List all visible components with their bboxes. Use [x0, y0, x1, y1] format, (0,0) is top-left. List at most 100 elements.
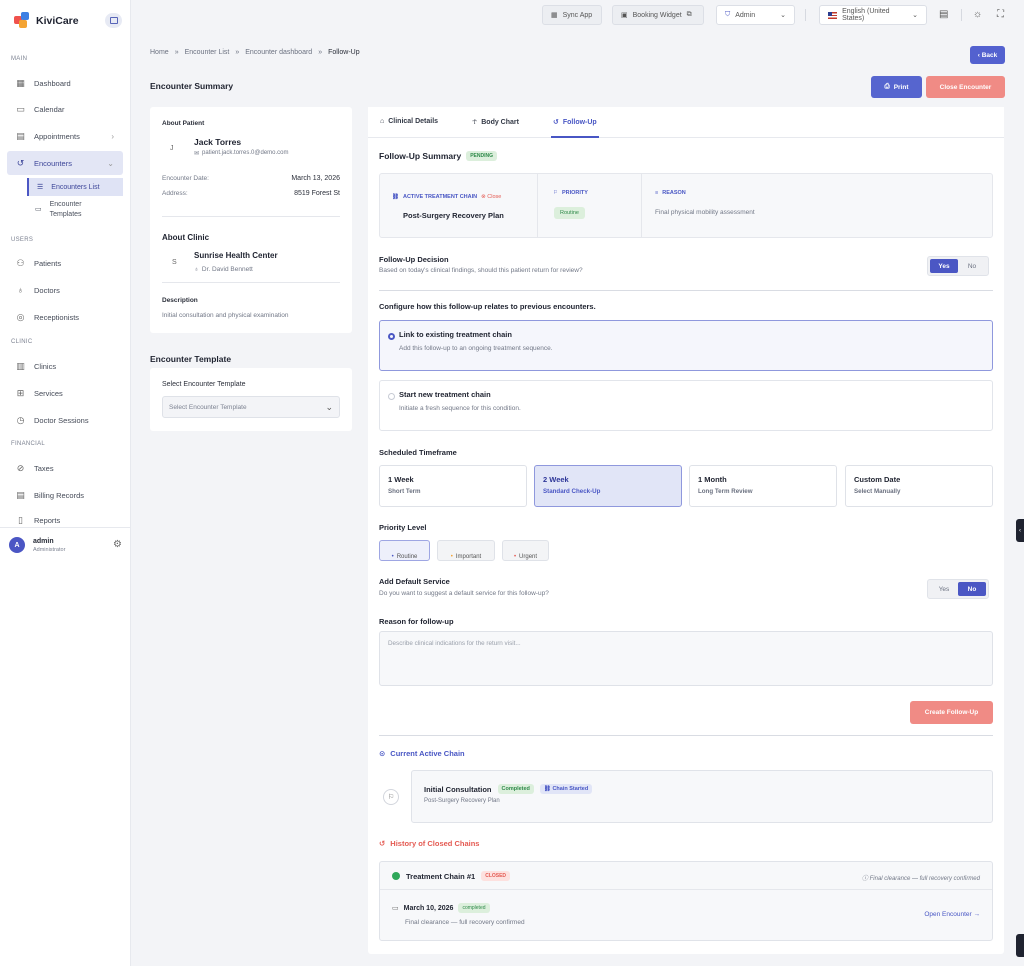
patient-clinic-card: About Patient J Jack Torres ✉ patient.jac…	[150, 107, 352, 333]
panel-icon	[109, 17, 118, 24]
closed-chain-title: Treatment Chain #1	[406, 871, 476, 881]
sync-app-button[interactable]: ▦ Sync App	[542, 5, 602, 25]
option-desc: Initiate a fresh sequence for this condi…	[399, 405, 521, 412]
clinic-doctor-name: Dr. David Bennett	[201, 266, 253, 273]
medical-bag-icon: ⊞	[16, 387, 25, 398]
language-select[interactable]: English (United States) ⌄	[819, 5, 927, 25]
fullscreen-icon[interactable]: ⛶	[997, 9, 1004, 20]
active-chain-item[interactable]: Initial Consultation Completed ⛓ Chain S…	[411, 770, 993, 823]
close-encounter-button[interactable]: Close Encounter	[926, 76, 1005, 98]
gear-icon[interactable]: ⚙	[113, 539, 122, 550]
encounter-template-card: Select Encounter Template Select Encount…	[150, 368, 352, 431]
sidebar-item-billing-records[interactable]: ▤ Billing Records	[7, 483, 123, 507]
clipboard-icon[interactable]: ▤	[939, 9, 949, 20]
option-title: Start new treatment chain	[399, 390, 491, 399]
radio-unselected[interactable]	[388, 393, 395, 400]
clinic-avatar: S	[172, 259, 177, 266]
breadcrumb-separator: »	[174, 49, 179, 56]
encounter-date-value: March 13, 2026	[291, 175, 340, 182]
breadcrumb-separator: »	[318, 49, 323, 56]
radio-selected[interactable]	[388, 333, 395, 340]
section-users: USERS	[11, 237, 34, 243]
start-new-chain-option[interactable]: Start new treatment chain Initiate a fre…	[379, 380, 993, 431]
tab-label: Follow-Up	[562, 118, 597, 126]
address-label: Address:	[162, 190, 188, 197]
sidebar-item-doctor-sessions[interactable]: ◷ Doctor Sessions	[7, 408, 123, 432]
timeframe-title-text: Custom Date	[854, 475, 901, 484]
closed-chain-card: Treatment Chain #1 CLOSED ⓘ Final cleara…	[379, 861, 993, 941]
timeframe-sub-text: Long Term Review	[698, 488, 753, 495]
booking-widget-button[interactable]: ▣ Booking Widget ⧉	[612, 5, 704, 25]
create-follow-up-button[interactable]: Create Follow-Up	[910, 701, 993, 724]
sun-icon[interactable]: ☼	[973, 9, 983, 20]
decision-no-button[interactable]: No	[967, 262, 977, 270]
decision-yes-button[interactable]: Yes	[930, 259, 958, 273]
breadcrumb-home[interactable]: Home	[150, 49, 169, 56]
chevron-left-icon: ‹	[1019, 527, 1021, 534]
tax-icon: ⊘	[16, 462, 25, 473]
tab-follow-up[interactable]: ↺ Follow-Up	[553, 118, 597, 127]
floating-tab[interactable]	[1016, 934, 1024, 957]
priority-important-chip[interactable]: • Important	[437, 540, 495, 561]
service-no-button[interactable]: No	[958, 582, 986, 596]
sidebar-item-doctors[interactable]: ♁ Doctors	[7, 278, 123, 302]
timeframe-1-month[interactable]: 1 Month Long Term Review	[689, 465, 837, 507]
back-label: Back	[981, 51, 998, 59]
sidebar-item-label: Clinics	[34, 361, 57, 371]
service-yes-button[interactable]: Yes	[938, 585, 950, 593]
sidebar-item-dashboard[interactable]: ▦ Dashboard	[7, 71, 123, 95]
divider	[379, 290, 993, 291]
breadcrumb-separator: »	[235, 49, 240, 56]
priority-routine-chip[interactable]: • Routine	[379, 540, 430, 561]
sidebar-item-encounters-list[interactable]: ☰ Encounters List	[27, 178, 123, 196]
section-clinic: CLINIC	[11, 339, 33, 345]
timeframe-2-week[interactable]: 2 Week Standard Check-Up	[534, 465, 682, 507]
tab-clinical-details[interactable]: ⌂ Clinical Details	[380, 118, 438, 125]
reason-textarea[interactable]: Describe clinical indications for the re…	[379, 631, 993, 686]
sidebar-item-label: Encounters List	[51, 183, 100, 191]
sidebar-item-taxes[interactable]: ⊘ Taxes	[7, 456, 123, 480]
entry-date: March 10, 2026	[403, 904, 454, 912]
sidebar-item-reports[interactable]: ▯ Reports	[7, 510, 123, 530]
timeframe-custom-date[interactable]: Custom Date Select Manually	[845, 465, 993, 507]
link-existing-chain-option[interactable]: Link to existing treatment chain Add thi…	[379, 320, 993, 371]
divider	[380, 889, 992, 890]
sidebar-collapse-button[interactable]	[105, 13, 122, 28]
history-closed-chains-title: History of Closed Chains	[390, 839, 480, 848]
breadcrumb-encounter-list[interactable]: Encounter List	[184, 49, 230, 56]
sidebar-item-encounter-templates[interactable]: ▭ Encounter Templates	[27, 200, 123, 220]
history-closed-chains-heading: ↺ History of Closed Chains	[379, 839, 479, 848]
active-chain-item-header: Initial Consultation Completed ⛓ Chain S…	[424, 784, 593, 794]
sidebar-item-receptionists[interactable]: ◎ Receptionists	[7, 305, 123, 329]
entry-status-badge: completed	[458, 903, 490, 913]
active-tab-indicator	[551, 136, 599, 138]
tab-body-chart[interactable]: ☥ Body Chart	[472, 118, 519, 127]
sidebar-item-clinics[interactable]: ▥ Clinics	[7, 354, 123, 378]
sidebar-item-encounters[interactable]: ↺ Encounters ⌄	[7, 151, 123, 175]
priority-urgent-chip[interactable]: • Urgent	[502, 540, 549, 561]
sidebar-item-patients[interactable]: ⚇ Patients	[7, 251, 123, 275]
current-active-chain-heading: ⊙ Current Active Chain	[379, 749, 465, 758]
sidebar-item-calendar[interactable]: ▭ Calendar	[7, 97, 123, 121]
report-icon: ▯	[18, 514, 23, 525]
back-button[interactable]: ‹ Back	[970, 46, 1005, 64]
description-label: Description	[162, 297, 198, 304]
timeframe-1-week[interactable]: 1 Week Short Term	[379, 465, 527, 507]
sidebar-item-appointments[interactable]: ▤ Appointments ›	[7, 124, 123, 148]
sidebar-item-services[interactable]: ⊞ Services	[7, 381, 123, 405]
user-profile[interactable]: A admin Administrator ⚙	[0, 527, 131, 562]
side-panel-toggle[interactable]: ‹	[1016, 519, 1024, 542]
close-chain-button[interactable]: ⊗ Close	[481, 194, 502, 200]
user-role: Administrator	[33, 547, 66, 553]
open-encounter-link[interactable]: Open Encounter →	[924, 911, 980, 918]
divider	[379, 735, 993, 736]
current-active-chain-title: Current Active Chain	[390, 749, 465, 758]
reason-label-text: REASON	[662, 190, 686, 196]
role-select[interactable]: ⛉ Admin ⌄	[716, 5, 795, 25]
print-button[interactable]: ⎙ Print	[871, 76, 922, 98]
logo[interactable]: KiviCare	[14, 12, 79, 29]
encounter-template-select[interactable]: Select Encounter Template ⌄	[162, 396, 340, 418]
entry-note: Final clearance — full recovery confirme…	[405, 919, 525, 926]
breadcrumb-encounter-dashboard[interactable]: Encounter dashboard	[245, 49, 313, 56]
default-service-desc: Do you want to suggest a default service…	[379, 590, 549, 597]
